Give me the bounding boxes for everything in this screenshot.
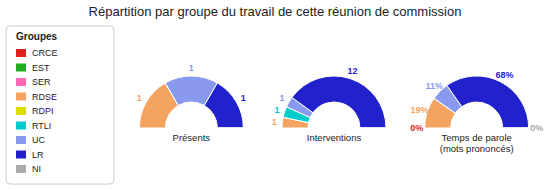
- data-label: 1: [272, 117, 277, 127]
- slices: [139, 76, 243, 128]
- data-label: 19%: [410, 105, 428, 115]
- chart-title-line: (mots prononcés): [440, 143, 514, 154]
- chart-title: Temps de parole(mots prononcés): [440, 132, 514, 154]
- legend-swatch: [16, 93, 26, 101]
- legend-swatch: [16, 49, 26, 57]
- legend: Groupes CRCE EST SER RDSE RDPI RTLI UC LR NI: [6, 26, 114, 184]
- data-labels: 1 1 1: [137, 63, 246, 103]
- legend-label: LR: [32, 150, 44, 160]
- slice: [447, 76, 529, 128]
- slice: [292, 76, 386, 128]
- semi-donut: 11112Interventions: [272, 66, 386, 143]
- chart-title-line: Présents: [173, 132, 211, 143]
- legend-swatch: [16, 107, 26, 115]
- legend-swatch: [16, 151, 26, 159]
- legend-label: SER: [32, 77, 51, 87]
- legend-item: SER: [16, 77, 51, 87]
- data-label: 12: [348, 66, 358, 76]
- legend-swatch: [16, 165, 26, 173]
- chart: Répartition par groupe du travail de cet…: [0, 0, 550, 190]
- chart-title: Présents: [173, 132, 211, 143]
- legend-title: Groupes: [16, 31, 58, 42]
- legend-swatch: [16, 136, 26, 144]
- slices: [282, 76, 386, 128]
- legend-item: RTLI: [16, 121, 51, 131]
- legend-item: CRCE: [16, 48, 58, 58]
- legend-box: [6, 26, 114, 184]
- data-labels: 0% 19% 11% 68% 0%: [410, 70, 543, 133]
- legend-item: EST: [16, 63, 50, 73]
- legend-item: RDPI: [16, 106, 54, 116]
- slice: [204, 83, 243, 128]
- data-label: 11%: [425, 81, 443, 91]
- data-label: 1: [241, 93, 246, 103]
- legend-label: NI: [32, 164, 41, 174]
- legend-swatch: [16, 78, 26, 86]
- legend-swatch: [16, 64, 26, 72]
- legend-label: UC: [32, 135, 45, 145]
- title: Répartition par groupe du travail de cet…: [89, 4, 462, 19]
- legend-item: NI: [16, 164, 41, 174]
- data-label: 0%: [410, 123, 423, 133]
- data-label: 1: [189, 63, 194, 73]
- slice: [360, 128, 386, 129]
- slice: [217, 128, 243, 129]
- legend-label: RTLI: [32, 121, 51, 131]
- chart-title: Interventions: [307, 132, 362, 143]
- slice: [503, 128, 529, 129]
- legend-label: EST: [32, 63, 50, 73]
- chart-title-line: Interventions: [307, 132, 362, 143]
- data-label: 0%: [530, 123, 543, 133]
- semi-donut: 1 1 1 Présents: [137, 63, 246, 143]
- legend-item: RDSE: [16, 92, 57, 102]
- semi-donut: 0% 19% 11% 68% 0% Temps de parole(mots pronon…: [410, 70, 543, 154]
- legend-label: CRCE: [32, 48, 58, 58]
- legend-label: RDSE: [32, 92, 57, 102]
- data-label: 1: [137, 93, 142, 103]
- data-label: 1: [274, 105, 279, 115]
- legend-label: RDPI: [32, 106, 54, 116]
- legend-item: LR: [16, 150, 44, 160]
- data-label: 68%: [495, 70, 513, 80]
- data-labels: 11112: [272, 66, 358, 127]
- chart-title-line: Temps de parole: [442, 132, 512, 143]
- legend-item: UC: [16, 135, 45, 145]
- data-label: 1: [280, 93, 285, 103]
- slices: [425, 76, 529, 128]
- legend-swatch: [16, 122, 26, 130]
